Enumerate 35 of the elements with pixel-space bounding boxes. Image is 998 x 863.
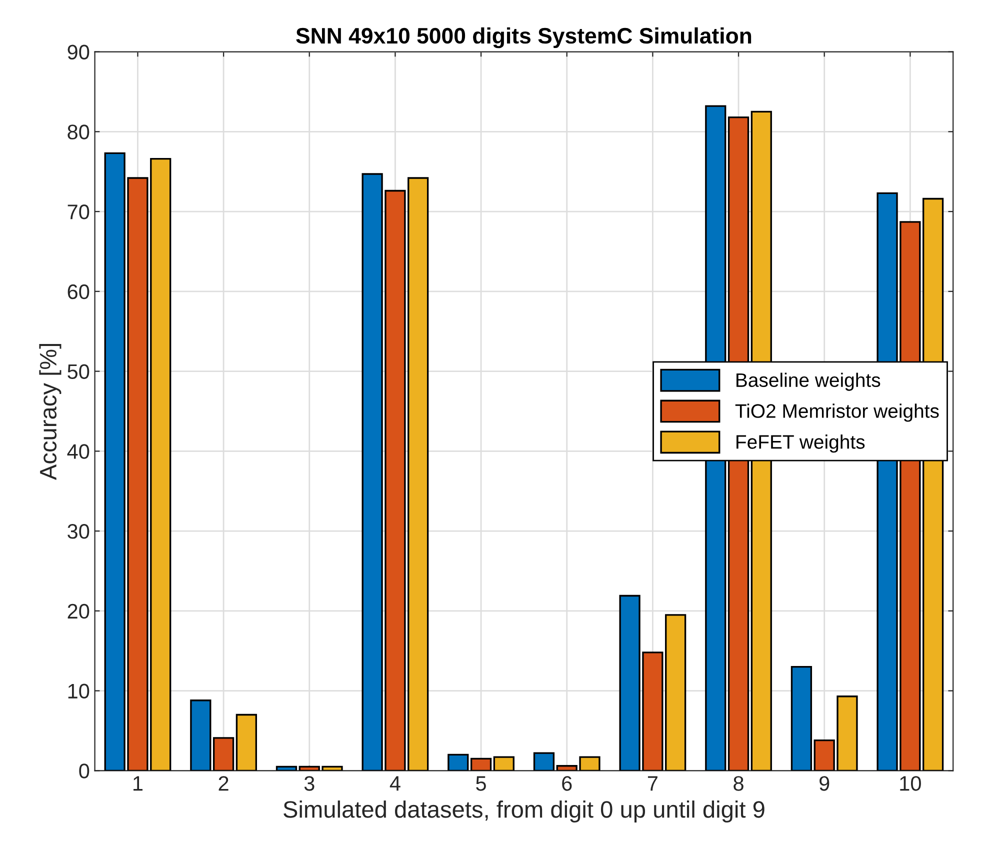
legend-label: TiO2 Memristor weights: [735, 404, 939, 422]
bar: [470, 758, 492, 771]
bar: [190, 700, 212, 771]
bar: [493, 756, 514, 771]
y-tick-label: 80: [68, 124, 90, 140]
bar: [276, 766, 298, 771]
x-tick-label: 6: [562, 776, 572, 791]
y-tick-label: 70: [68, 204, 90, 220]
x-tick-label: 4: [390, 776, 400, 791]
y-tick-label: 30: [68, 524, 90, 539]
x-tick-label: 10: [900, 776, 921, 791]
bar: [236, 714, 257, 771]
y-tick-label: 50: [68, 364, 90, 380]
y-tick-label: 40: [67, 444, 90, 459]
y-tick-label: 90: [68, 44, 90, 60]
x-tick-label: 2: [218, 776, 228, 791]
y-tick-label: 20: [68, 604, 90, 619]
legend-label: FeFET weights: [736, 434, 865, 453]
x-tick-label: 7: [648, 776, 658, 791]
bar: [212, 737, 234, 771]
bar: [533, 752, 555, 771]
bar: [790, 666, 812, 771]
x-tick-label: 5: [476, 776, 486, 791]
chart-title: SNN 49x10 5000 digits SystemC Simulation: [296, 27, 752, 48]
y-axis-title: Accuracy [%]: [39, 344, 62, 480]
y-tick-label: 0: [79, 764, 90, 778]
x-tick-label: 8: [734, 776, 744, 791]
x-axis-title: Simulated datasets, from digit 0 up until digit 9: [284, 800, 764, 823]
y-tick-label: 60: [68, 284, 90, 300]
bar: [448, 754, 469, 771]
x-tick-label: 1: [134, 776, 142, 791]
y-tick-label: 10: [68, 684, 90, 699]
x-tick-label: 3: [304, 776, 314, 791]
legend-label: Baseline weights: [736, 372, 880, 391]
x-tick-label: 9: [820, 776, 830, 791]
